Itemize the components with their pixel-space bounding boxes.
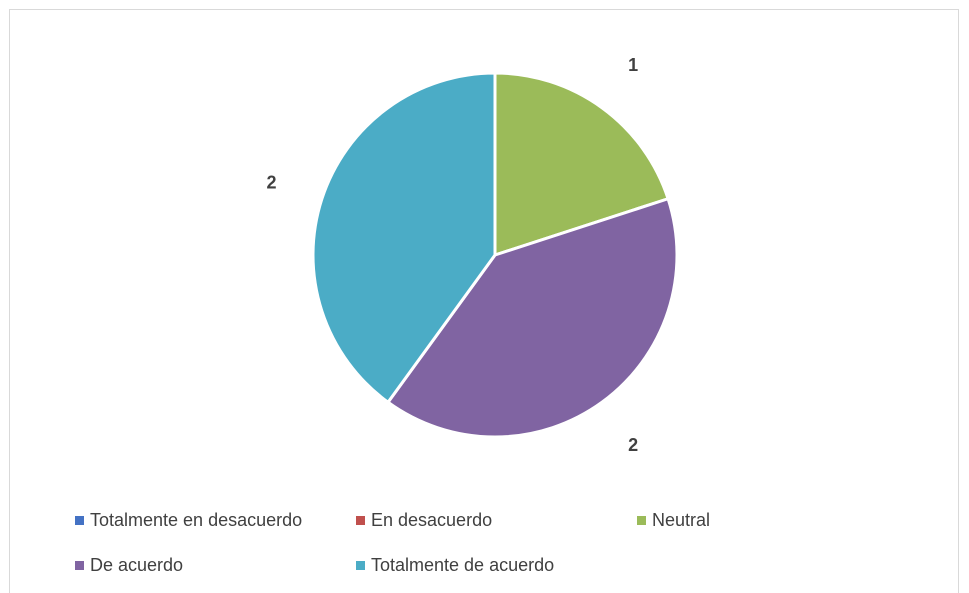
pie-data-labels: 1 2 2 [266, 55, 638, 455]
data-label-totalmente-de-acuerdo: 2 [266, 172, 276, 192]
legend-label: Neutral [652, 510, 711, 530]
legend-swatch [75, 516, 84, 525]
legend-swatch [637, 516, 646, 525]
data-label-de-acuerdo: 2 [628, 435, 638, 455]
pie-slice-de-acuerdo [386, 197, 679, 439]
legend-label: Totalmente de acuerdo [371, 555, 555, 575]
legend-label: En desacuerdo [371, 510, 493, 530]
data-label-neutral: 1 [628, 55, 638, 75]
legend-item-totalmente-de-acuerdo: Totalmente de acuerdo [356, 555, 554, 576]
legend-label: De acuerdo [90, 555, 184, 575]
pie-slice-neutral [493, 71, 670, 257]
legend-swatch [356, 561, 365, 570]
legend-item-neutral: Neutral [637, 510, 710, 531]
pie-slice-totalmente-de-acuerdo [311, 71, 497, 404]
legend-item-totalmente-en-desacuerdo: Totalmente en desacuerdo [75, 510, 302, 531]
legend-swatch [75, 561, 84, 570]
legend-swatch [356, 516, 365, 525]
legend-item-de-acuerdo: De acuerdo [75, 555, 183, 576]
pie-slices [311, 71, 679, 439]
legend-label: Totalmente en desacuerdo [90, 510, 303, 530]
legend-item-en-desacuerdo: En desacuerdo [356, 510, 492, 531]
